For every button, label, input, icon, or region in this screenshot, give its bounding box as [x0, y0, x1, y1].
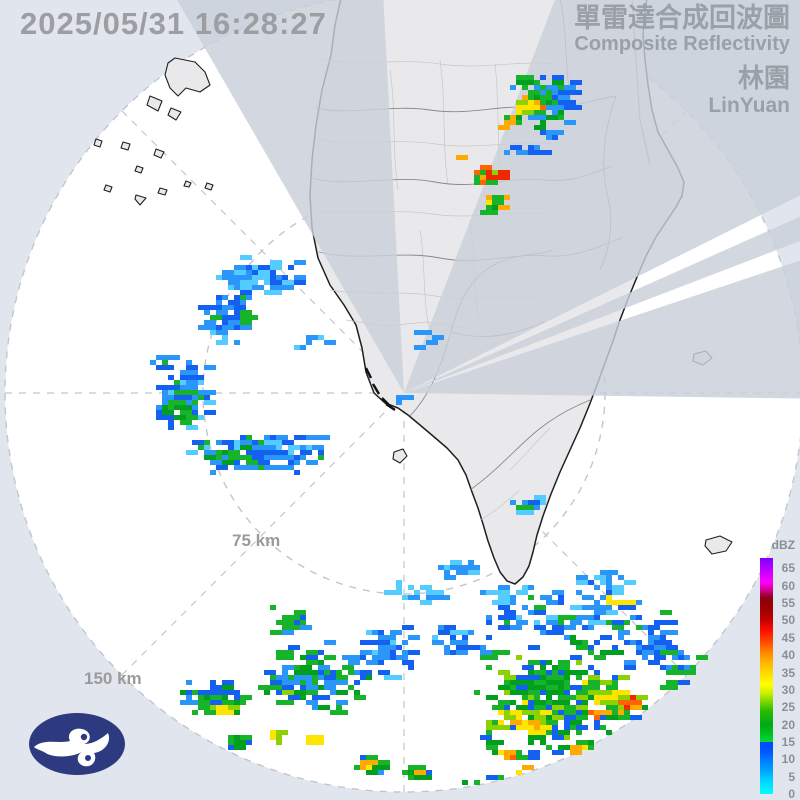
title-block: 單雷達合成回波圖 Composite Reflectivity 林園 LinYu…	[574, 4, 790, 117]
legend-tick: 25	[781, 700, 795, 715]
legend-tick: 55	[781, 596, 795, 611]
legend-tick: 20	[781, 717, 795, 732]
legend-tick: 5	[788, 769, 795, 784]
legend-tick: 60	[781, 578, 795, 593]
legend-tick: 50	[781, 613, 795, 628]
range-ring-label-150km: 150 km	[84, 669, 142, 688]
product-title-zh: 單雷達合成回波圖	[574, 3, 790, 33]
blockage-wedges-layer	[177, 0, 800, 399]
product-title-en: Composite Reflectivity	[574, 33, 790, 56]
legend-tick: 40	[781, 648, 795, 663]
legend-tick: 0	[788, 787, 795, 800]
station-name-zh: 林園	[737, 63, 790, 94]
legend-tick: 30	[781, 682, 795, 697]
timestamp: 2025/05/31 16:28:27	[20, 6, 327, 41]
station-name-en: LinYuan	[708, 93, 790, 117]
legend-tick: 10	[781, 752, 795, 767]
legend-tick: 65	[781, 561, 795, 576]
dbz-legend-title: dBZ	[771, 538, 795, 552]
legend-tick: 15	[781, 734, 795, 749]
dbz-legend: dBZ 65 60 55 50 45 40 35 30 25 20 15 10 5 0	[756, 538, 798, 800]
legend-tick: 35	[781, 665, 795, 680]
echo-layer	[150, 75, 708, 785]
range-ring-label-75km: 75 km	[232, 531, 281, 550]
legend-tick: 45	[781, 630, 795, 645]
cwb-logo	[29, 713, 125, 775]
dbz-color-scale	[760, 558, 773, 794]
